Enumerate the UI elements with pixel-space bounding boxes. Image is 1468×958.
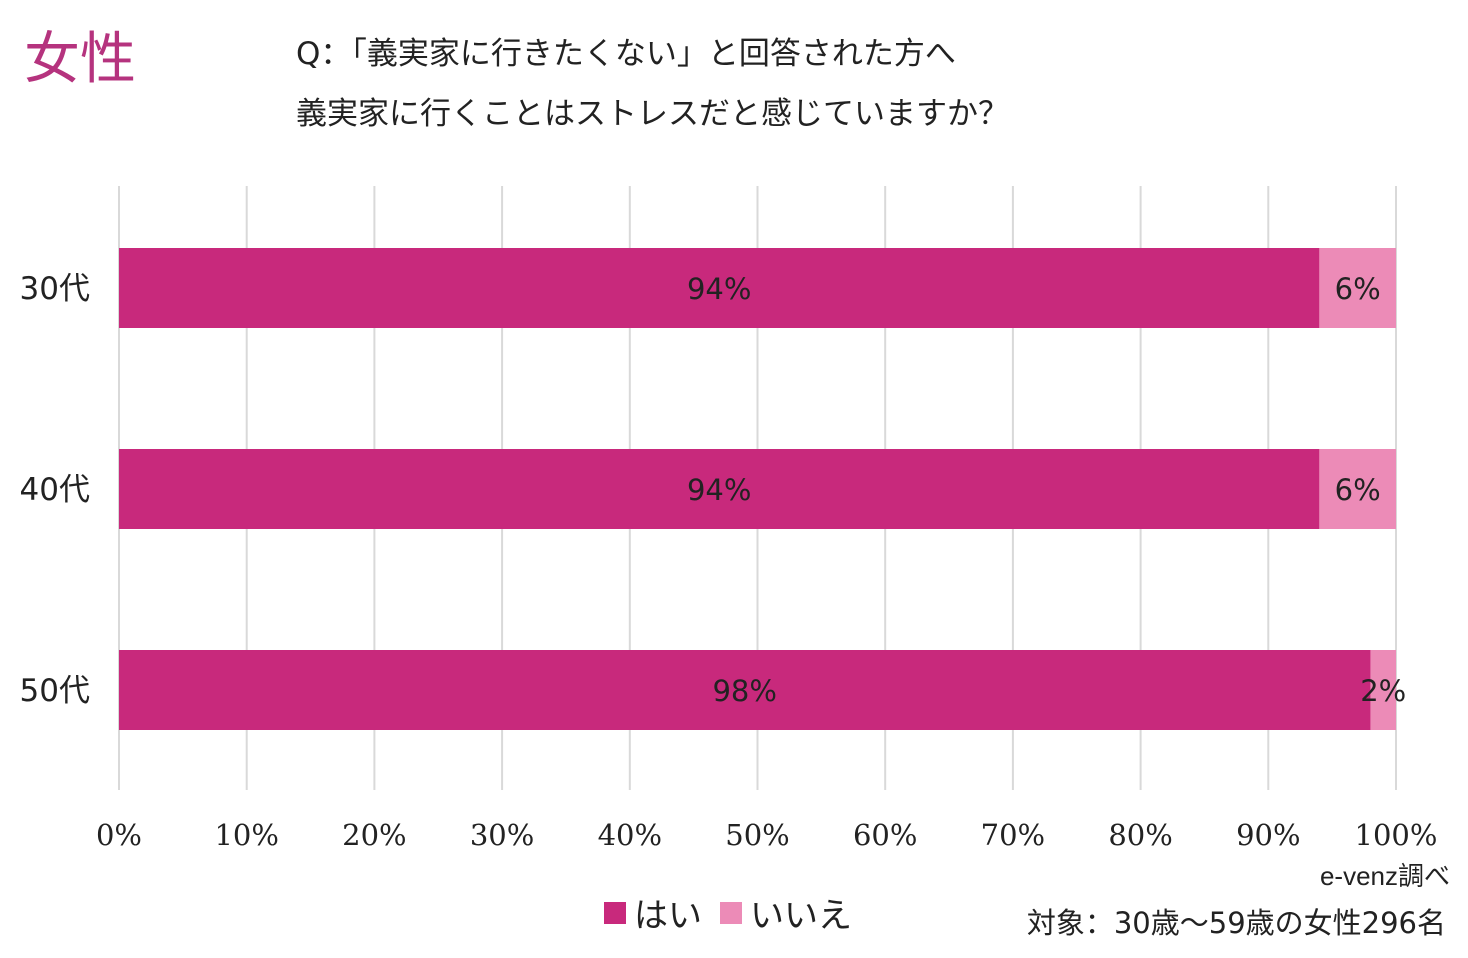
question-line-2: 義実家に行くことはストレスだと感じていますか？ [296,96,1009,132]
legend-swatch-no [720,901,742,924]
gender-label: 女性 [24,27,136,92]
x-tick-label-4: 40% [598,818,662,852]
category-label-0: 30代 [20,271,90,307]
x-tick-label-6: 60% [853,818,917,852]
bar-s0-c1 [119,449,1320,529]
x-tick-label-7: 70% [981,818,1045,852]
x-tick-label-3: 30% [470,818,534,852]
bar-s1-c0 [1319,248,1396,328]
target-note: 対象：30歳〜59歳の女性296名 [1026,906,1446,940]
x-tick-label-2: 20% [342,818,406,852]
bar-s1-c2 [1370,650,1396,730]
source-note: e-venz調べ [1319,861,1450,891]
data-label-s0-c2: 98% [712,674,776,708]
x-tick-label-0: 0% [96,818,142,852]
legend-label-yes: はい [634,896,702,936]
x-tick-label-9: 90% [1236,818,1300,852]
x-tick-label-10: 100% [1355,818,1438,852]
bar-s1-c1 [1319,449,1396,529]
data-label-s1-c2: 2% [1360,674,1406,708]
legend-label-no: いいえ [750,896,852,936]
x-tick-label-1: 10% [214,818,278,852]
legend-item-yes: はい [604,888,702,937]
bar-s0-c0 [119,248,1320,328]
data-label-s1-c1: 6% [1335,473,1381,507]
category-label-1: 40代 [20,472,90,508]
legend: はい いいえ [604,888,852,937]
x-tick-label-5: 50% [725,818,789,852]
legend-swatch-yes [604,901,626,924]
x-tick-label-8: 80% [1108,818,1172,852]
data-label-s0-c1: 94% [687,473,751,507]
data-label-s0-c0: 94% [687,272,751,306]
question-line-1: Q：「義実家に行きたくない」と回答された方へ [296,36,956,72]
category-label-2: 50代 [20,673,90,709]
legend-item-no: いいえ [720,888,852,937]
data-label-s1-c0: 6% [1335,272,1381,306]
bar-s0-c2 [119,650,1371,730]
